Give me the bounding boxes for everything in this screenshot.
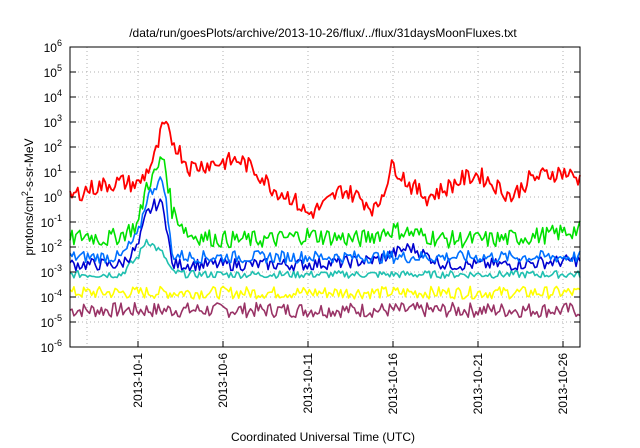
y-tick-label: 104 — [44, 88, 62, 105]
series-line — [69, 285, 581, 300]
series-line — [69, 301, 581, 319]
y-tick-label: 106 — [44, 38, 62, 55]
chart-title: /data/run/goesPlots/archive/2013-10-26/f… — [129, 26, 517, 40]
y-tick-label: 101 — [44, 163, 62, 180]
y-tick-label: 10-4 — [41, 288, 62, 305]
y-tick-label: 105 — [44, 63, 62, 80]
y-tick-label: 100 — [44, 188, 62, 205]
series-line — [69, 120, 581, 219]
y-tick-label: 103 — [44, 113, 62, 130]
series-line — [69, 176, 581, 265]
x-tick-label: 2013-10-1 — [131, 353, 145, 408]
series-line — [69, 238, 581, 280]
series-layer — [69, 120, 581, 319]
x-tick-label: 2013-10-6 — [216, 353, 230, 408]
y-tick-label: 10-6 — [41, 338, 62, 355]
x-tick-label: 2013-10-11 — [301, 353, 315, 414]
y-tick-label: 10-1 — [41, 213, 62, 230]
y-tick-label: 10-2 — [41, 238, 62, 255]
x-tick-label: 2013-10-26 — [556, 353, 570, 415]
y-tick-label: 102 — [44, 138, 62, 155]
y-tick-label: 10-5 — [41, 313, 62, 330]
series-line — [69, 156, 581, 249]
x-tick-label: 2013-10-21 — [471, 353, 485, 415]
y-tick-label: 10-3 — [41, 263, 62, 280]
x-axis-label: Coordinated Universal Time (UTC) — [231, 430, 415, 444]
x-tick-label: 2013-10-16 — [386, 353, 400, 415]
x-axis: 2013-10-1 2013-10-6 2013-10-11 2013-10-16 20… — [131, 341, 570, 414]
y-axis-label: protons/cm2-s-sr-MeV — [20, 138, 36, 255]
y-axis: 10-6 10-5 10-4 10-3 10-2 10-1 100 101 102 103 104 1… — [41, 38, 580, 355]
